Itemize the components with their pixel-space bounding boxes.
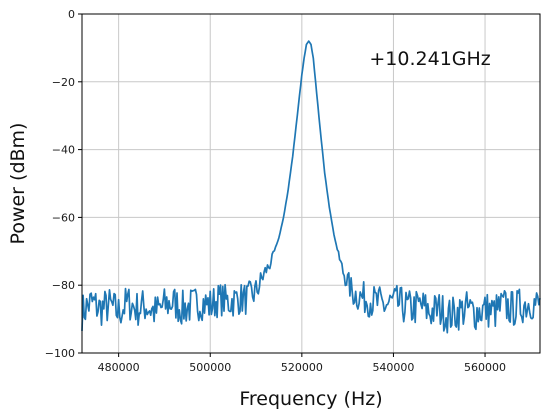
- x-tick-label: 560000: [464, 361, 506, 374]
- series-line-0: [81, 40, 541, 334]
- x-axis-label: Frequency (Hz): [239, 388, 382, 410]
- x-tick-label: 520000: [281, 361, 323, 374]
- y-tick-label: −60: [52, 211, 75, 224]
- y-tick-label: −20: [52, 76, 75, 89]
- annotation-layer: +10.241GHz: [369, 48, 490, 70]
- series-layer: [81, 40, 541, 334]
- x-tick-label: 540000: [372, 361, 414, 374]
- frequency-annotation: +10.241GHz: [369, 48, 490, 70]
- y-axis-label: Power (dBm): [7, 123, 29, 245]
- plot-frame: [81, 13, 541, 354]
- y-tick-label: −80: [52, 279, 75, 292]
- x-axis: 480000 500000 520000 540000 560000: [98, 353, 506, 374]
- y-tick-label: −40: [52, 144, 75, 157]
- y-tick-label: 0: [68, 8, 75, 21]
- y-tick-label: −100: [45, 347, 75, 360]
- x-tick-label: 480000: [98, 361, 140, 374]
- y-axis: 0 −20 −40 −60 −80 −100: [45, 8, 82, 360]
- x-tick-label: 500000: [189, 361, 231, 374]
